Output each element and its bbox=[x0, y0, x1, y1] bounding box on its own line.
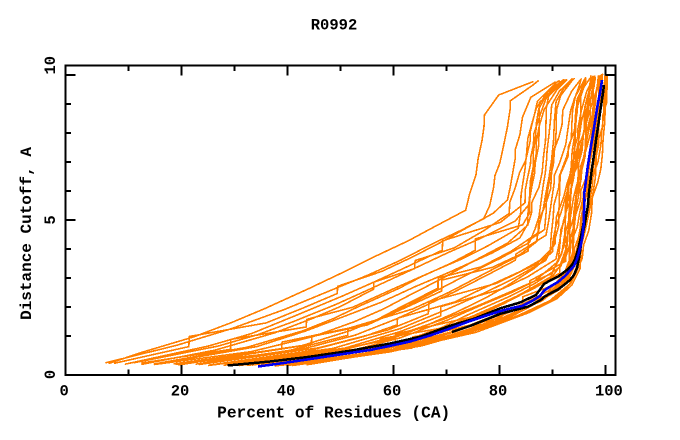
svg-text:20: 20 bbox=[171, 382, 190, 400]
svg-text:10: 10 bbox=[42, 56, 60, 75]
svg-text:100: 100 bbox=[595, 382, 623, 400]
svg-text:80: 80 bbox=[489, 382, 508, 400]
svg-text:0: 0 bbox=[42, 370, 60, 379]
svg-text:5: 5 bbox=[42, 215, 60, 224]
svg-text:Distance Cutoff, A: Distance Cutoff, A bbox=[18, 147, 36, 320]
svg-text:R0992: R0992 bbox=[311, 17, 358, 35]
svg-text:60: 60 bbox=[383, 382, 402, 400]
svg-text:Percent of Residues (CA): Percent of Residues (CA) bbox=[217, 404, 450, 422]
svg-text:40: 40 bbox=[277, 382, 296, 400]
svg-text:0: 0 bbox=[60, 382, 69, 400]
